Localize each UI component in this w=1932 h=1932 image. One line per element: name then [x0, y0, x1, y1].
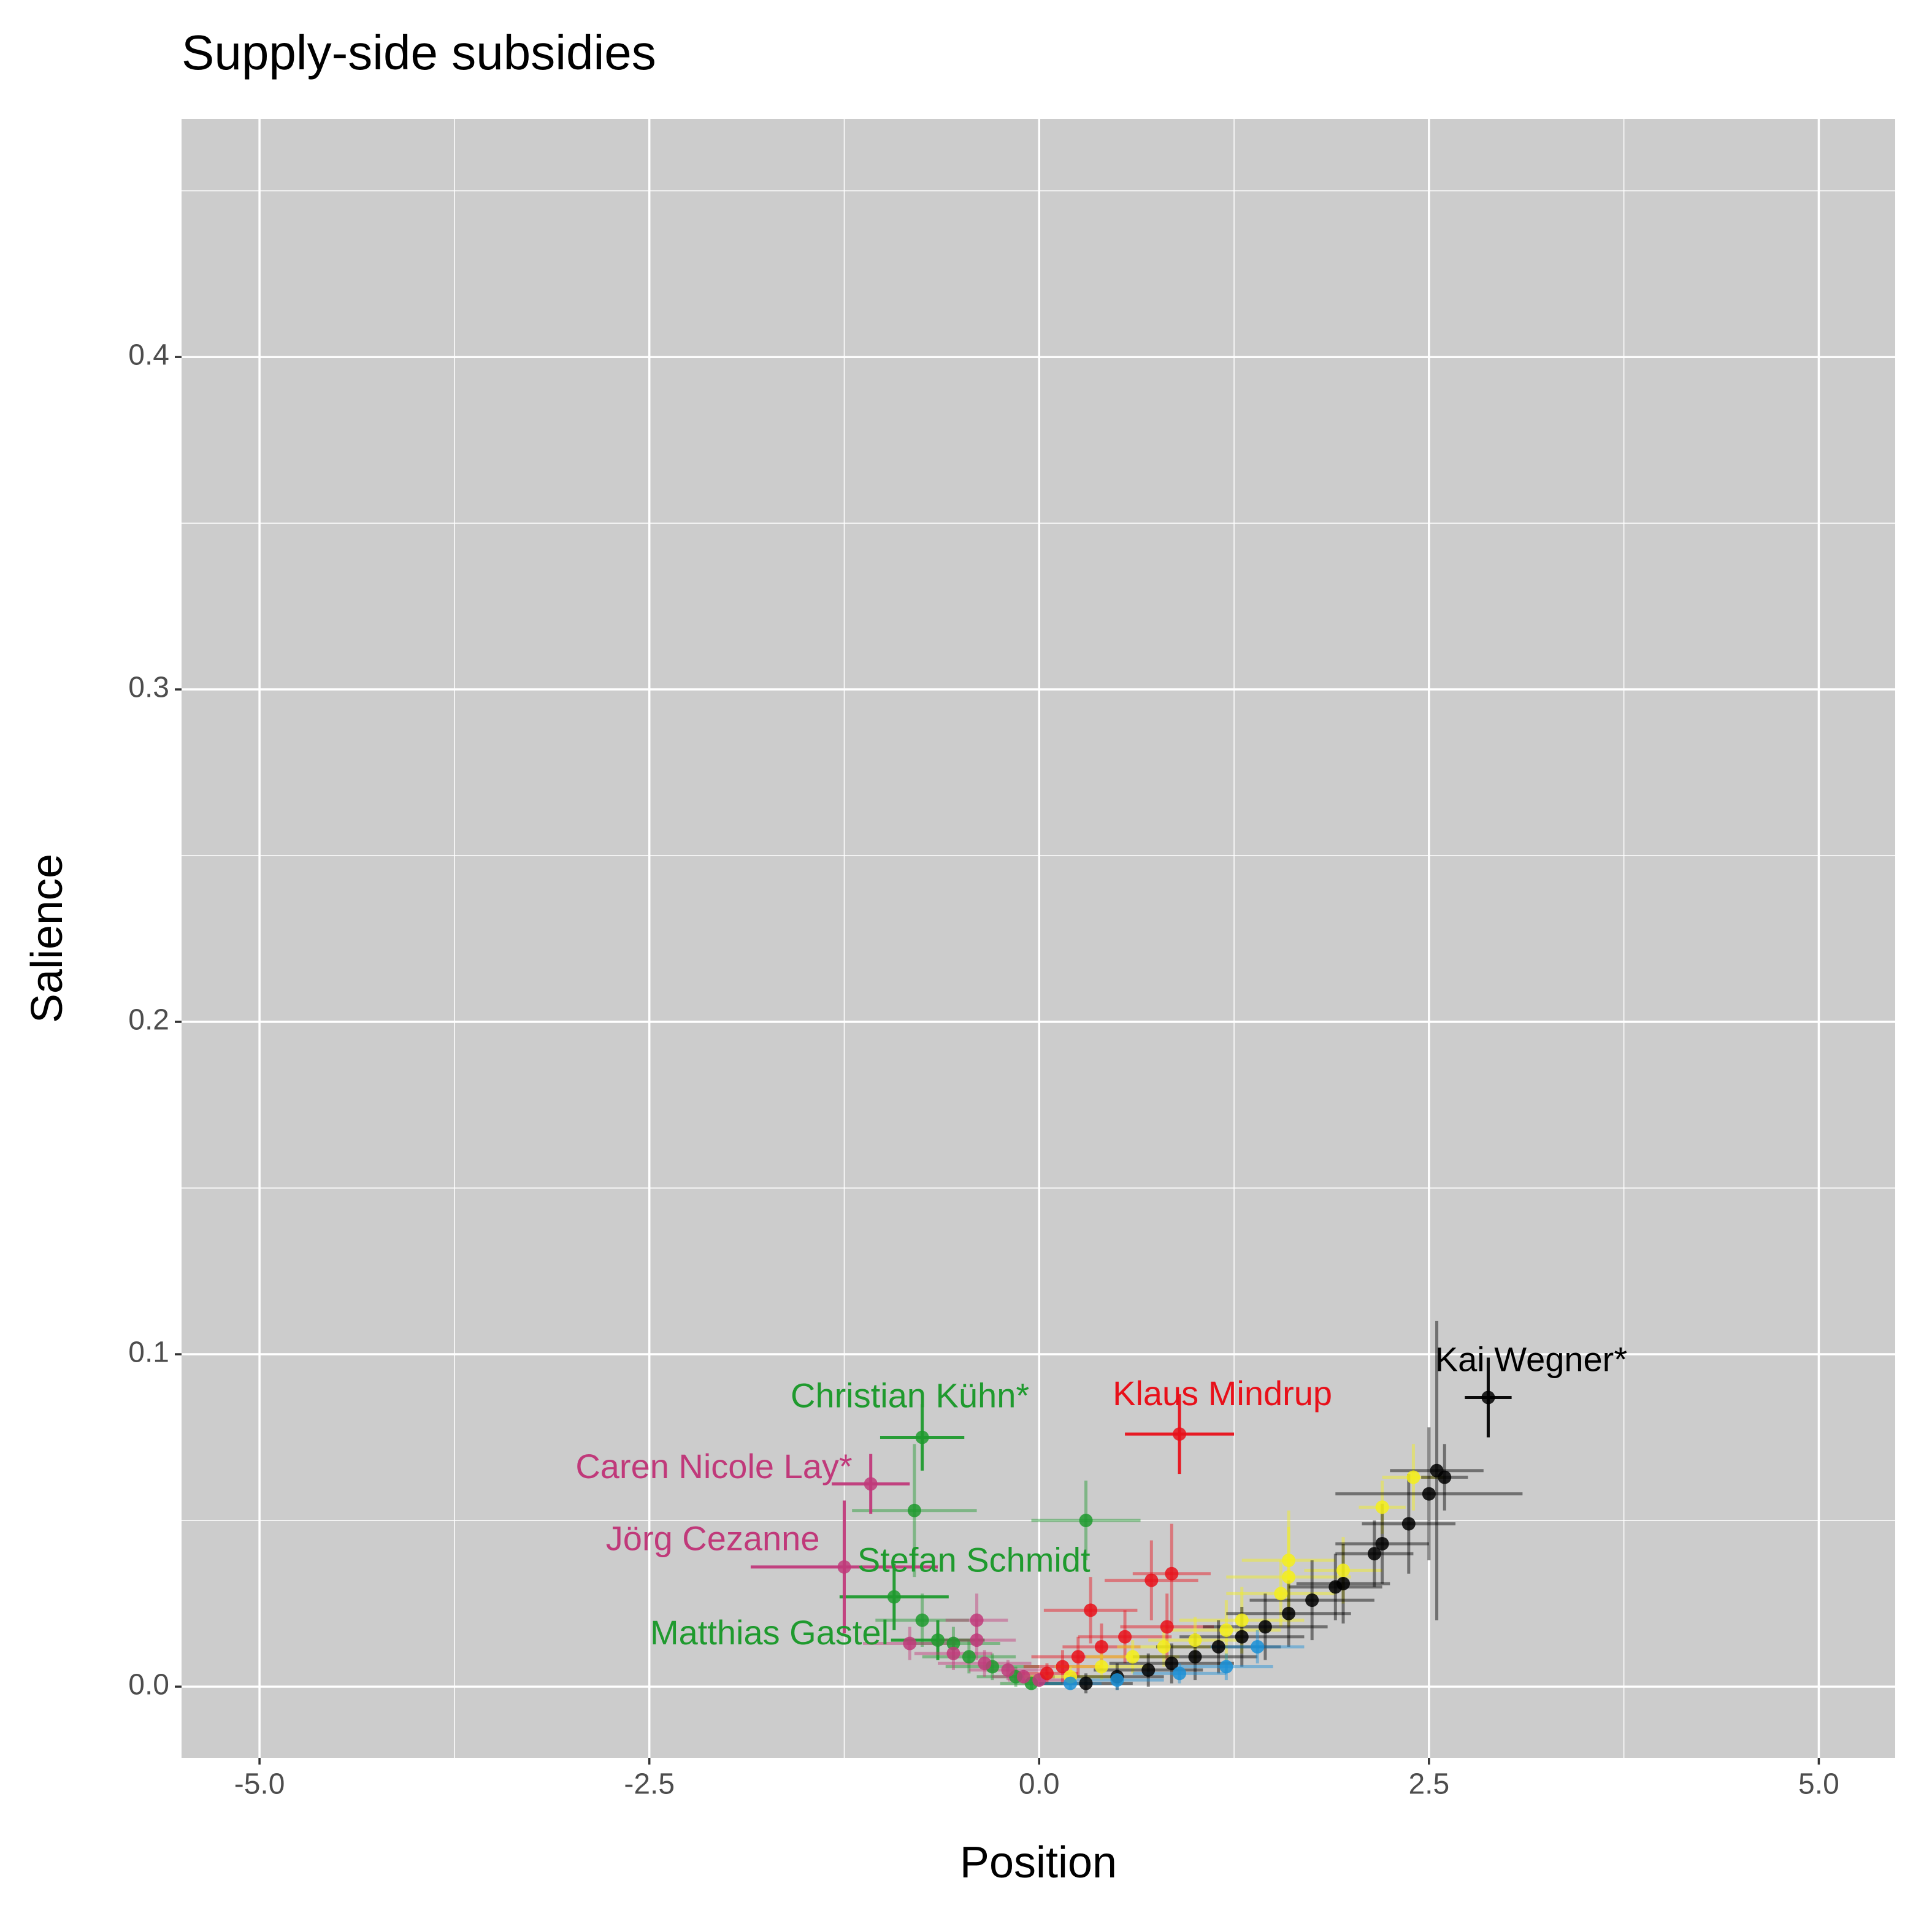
- point: [1064, 1676, 1078, 1690]
- point: [1235, 1613, 1249, 1627]
- point: [887, 1590, 901, 1604]
- point: [1094, 1639, 1108, 1654]
- chart-title: Supply-side subsidies: [182, 25, 656, 80]
- point: [1079, 1676, 1093, 1690]
- marks: Christian Kühn* Stefan Schmidt Matthias Ga…: [575, 1321, 1627, 1693]
- point: [1375, 1500, 1389, 1514]
- point: [1328, 1580, 1343, 1594]
- y-tick-label: 0.3: [128, 672, 169, 704]
- point: [946, 1646, 960, 1660]
- point: [970, 1613, 984, 1627]
- y-axis-title: Salience: [23, 854, 72, 1023]
- point: [1001, 1663, 1015, 1677]
- y-tick-label: 0.1: [128, 1336, 169, 1369]
- point: [1084, 1603, 1098, 1617]
- x-tick-label: -2.5: [624, 1768, 675, 1801]
- point: [1282, 1570, 1296, 1584]
- point-label: Christian Kühn*: [791, 1376, 1029, 1414]
- point: [1219, 1660, 1233, 1674]
- point: [1251, 1639, 1265, 1654]
- point: [1173, 1666, 1187, 1681]
- x-axis-title: Position: [960, 1838, 1117, 1887]
- point: [1016, 1669, 1030, 1684]
- point: [864, 1477, 878, 1491]
- point: [837, 1560, 851, 1574]
- point: [1422, 1487, 1436, 1501]
- point: [1056, 1660, 1070, 1674]
- point: [978, 1657, 992, 1671]
- x-tick-label: -5.0: [234, 1768, 285, 1801]
- point: [1173, 1427, 1187, 1441]
- point: [1305, 1593, 1319, 1608]
- point: [1144, 1573, 1159, 1587]
- grid: [182, 119, 1895, 1758]
- y-tick-label: 0.0: [128, 1669, 169, 1701]
- point: [1336, 1563, 1351, 1577]
- point: [1274, 1587, 1288, 1601]
- point: [1141, 1663, 1156, 1677]
- point: [1258, 1620, 1272, 1634]
- point: [1071, 1650, 1085, 1664]
- point: [903, 1636, 917, 1650]
- y-tick-label: 0.2: [128, 1004, 169, 1037]
- point: [1094, 1660, 1108, 1674]
- point-label: Stefan Schmidt: [857, 1540, 1091, 1579]
- point: [1367, 1547, 1381, 1561]
- point: [1160, 1620, 1174, 1634]
- point: [946, 1636, 960, 1650]
- point-label: Klaus Mindrup: [1113, 1374, 1332, 1413]
- point-label: Kai Wegner*: [1435, 1340, 1627, 1378]
- point: [1118, 1630, 1132, 1644]
- point: [1438, 1470, 1452, 1484]
- point: [907, 1503, 921, 1517]
- point: [1282, 1554, 1296, 1568]
- point-label: Caren Nicole Lay*: [575, 1447, 852, 1485]
- point: [1235, 1630, 1249, 1644]
- point: [915, 1430, 929, 1444]
- point: [970, 1633, 984, 1647]
- point: [1079, 1514, 1093, 1528]
- point: [1165, 1566, 1179, 1581]
- x-tick-label: 2.5: [1408, 1768, 1449, 1801]
- axes: -5.0 -2.5 0.0 2.5 5.0 0.0 0.1 0.2 0.3 0.4: [128, 339, 1839, 1801]
- point-label: Jörg Cezanne: [606, 1519, 820, 1558]
- point: [1481, 1390, 1495, 1405]
- point: [1188, 1650, 1202, 1664]
- point: [1401, 1517, 1416, 1531]
- point: [1219, 1623, 1233, 1637]
- x-tick-label: 0.0: [1019, 1768, 1060, 1801]
- point: [962, 1650, 976, 1664]
- x-tick-label: 5.0: [1798, 1768, 1839, 1801]
- y-tick-label: 0.4: [128, 339, 169, 372]
- point: [915, 1613, 929, 1627]
- point: [1157, 1639, 1171, 1654]
- point: [1282, 1606, 1296, 1620]
- point: [1040, 1666, 1054, 1681]
- point: [1211, 1639, 1225, 1654]
- point: [1188, 1633, 1202, 1647]
- point: [1125, 1650, 1140, 1664]
- point: [1375, 1536, 1389, 1551]
- point: [1110, 1673, 1124, 1687]
- point: [1165, 1657, 1179, 1671]
- point: [931, 1633, 945, 1647]
- point: [1406, 1470, 1420, 1484]
- point-label: Matthias Gastel: [650, 1613, 889, 1652]
